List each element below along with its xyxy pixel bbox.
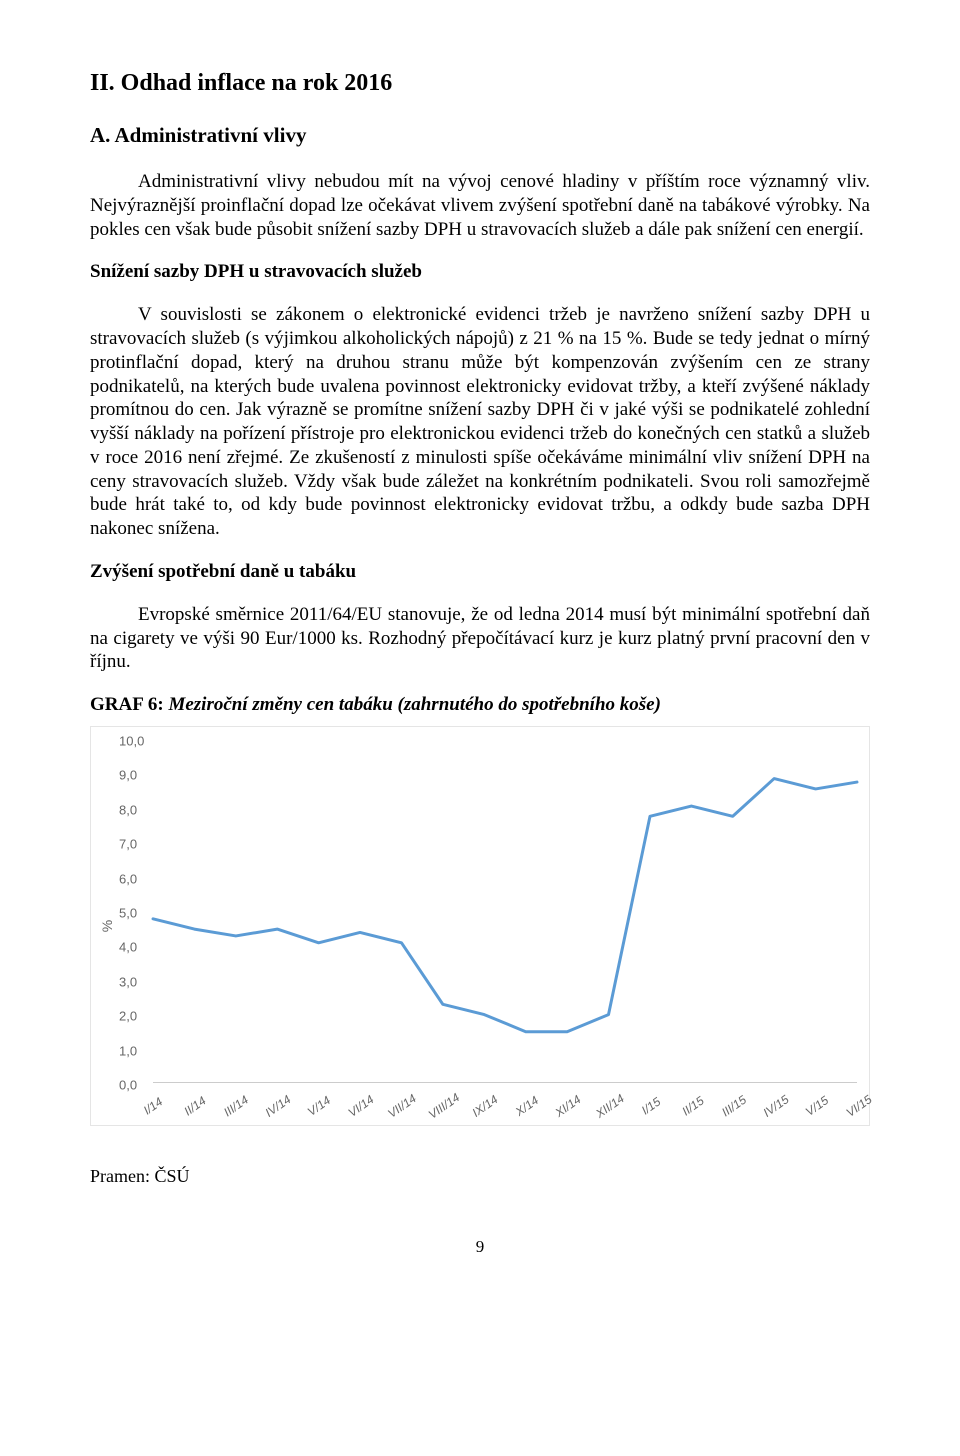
page-number: 9 — [90, 1237, 870, 1257]
y-axis-label: % — [99, 920, 115, 932]
x-tick-label: XII/14 — [593, 1091, 627, 1120]
y-tick-label: 4,0 — [119, 940, 137, 955]
x-tick-label: IV/14 — [262, 1092, 293, 1120]
x-tick-label: I/15 — [639, 1095, 663, 1118]
doc-title: II. Odhad inflace na rok 2016 — [90, 70, 870, 97]
chart-series-line — [153, 779, 857, 1032]
chart-plot-area: 0,01,02,03,04,05,06,07,08,09,010,0I/14II… — [153, 741, 857, 1083]
tobacco-chart: % 0,01,02,03,04,05,06,07,08,09,010,0I/14… — [90, 726, 870, 1126]
para-dph: V souvislosti se zákonem o elektronické … — [90, 303, 870, 541]
y-tick-label: 10,0 — [119, 734, 144, 749]
x-tick-label: VII/14 — [385, 1091, 419, 1120]
y-tick-label: 8,0 — [119, 802, 137, 817]
x-tick-label: X/14 — [513, 1093, 541, 1119]
section-a-title: A. Administrativní vlivy — [90, 123, 870, 148]
x-tick-label: IX/14 — [470, 1092, 501, 1120]
x-tick-label: III/14 — [221, 1093, 251, 1120]
x-tick-label: VI/14 — [345, 1092, 376, 1120]
y-tick-label: 7,0 — [119, 837, 137, 852]
x-tick-label: VIII/14 — [425, 1090, 461, 1121]
x-tick-label: VI/15 — [844, 1092, 875, 1120]
x-tick-label: V/14 — [305, 1093, 333, 1119]
figure-source: Pramen: ČSÚ — [90, 1166, 870, 1187]
y-tick-label: 1,0 — [119, 1043, 137, 1058]
x-tick-label: IV/15 — [760, 1092, 791, 1120]
x-tick-label: III/15 — [719, 1093, 749, 1120]
x-axis-line — [153, 1082, 857, 1083]
heading-dph: Snížení sazby DPH u stravovacích služeb — [90, 261, 870, 283]
para-tabak: Evropské směrnice 2011/64/EU stanovuje, … — [90, 603, 870, 674]
intro-paragraph: Administrativní vlivy nebudou mít na výv… — [90, 170, 870, 241]
page-root: II. Odhad inflace na rok 2016 A. Adminis… — [0, 0, 960, 1297]
figure-caption-lead: GRAF 6: — [90, 694, 168, 715]
figure-caption: GRAF 6: Meziroční změny cen tabáku (zahr… — [90, 694, 870, 716]
x-tick-label: I/14 — [141, 1095, 165, 1118]
y-tick-label: 0,0 — [119, 1078, 137, 1093]
x-tick-label: II/15 — [679, 1094, 706, 1119]
y-tick-label: 2,0 — [119, 1009, 137, 1024]
y-tick-label: 3,0 — [119, 974, 137, 989]
y-tick-label: 5,0 — [119, 906, 137, 921]
figure-caption-text: Meziroční změny cen tabáku (zahrnutého d… — [168, 694, 660, 715]
heading-tabak: Zvýšení spotřební daně u tabáku — [90, 561, 870, 583]
x-tick-label: V/15 — [803, 1093, 831, 1119]
y-tick-label: 6,0 — [119, 871, 137, 886]
x-tick-label: XI/14 — [553, 1092, 584, 1120]
y-tick-label: 9,0 — [119, 768, 137, 783]
chart-line-svg — [153, 741, 857, 1083]
x-tick-label: II/14 — [181, 1094, 208, 1119]
